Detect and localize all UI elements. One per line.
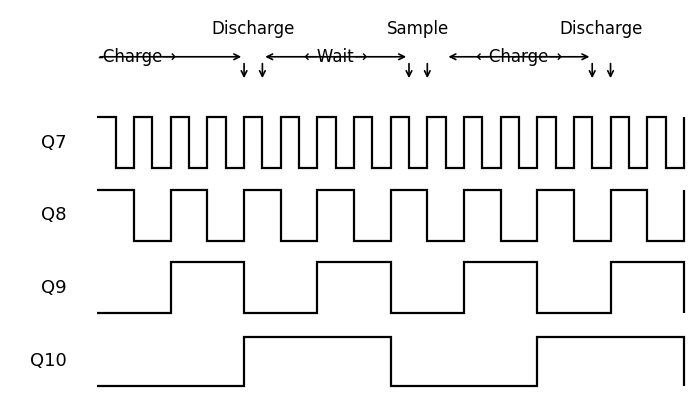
Text: Discharge: Discharge [560,20,643,37]
Text: Q7: Q7 [41,134,66,152]
Text: -Charge→: -Charge→ [97,48,176,66]
Text: Discharge: Discharge [211,20,295,37]
Text: ←Wait→: ←Wait→ [303,48,368,66]
Text: ←Charge→: ←Charge→ [475,48,563,66]
Text: Q9: Q9 [41,279,66,297]
Text: Q8: Q8 [41,206,66,224]
Text: Q10: Q10 [29,352,66,370]
Text: Sample: Sample [387,20,449,37]
